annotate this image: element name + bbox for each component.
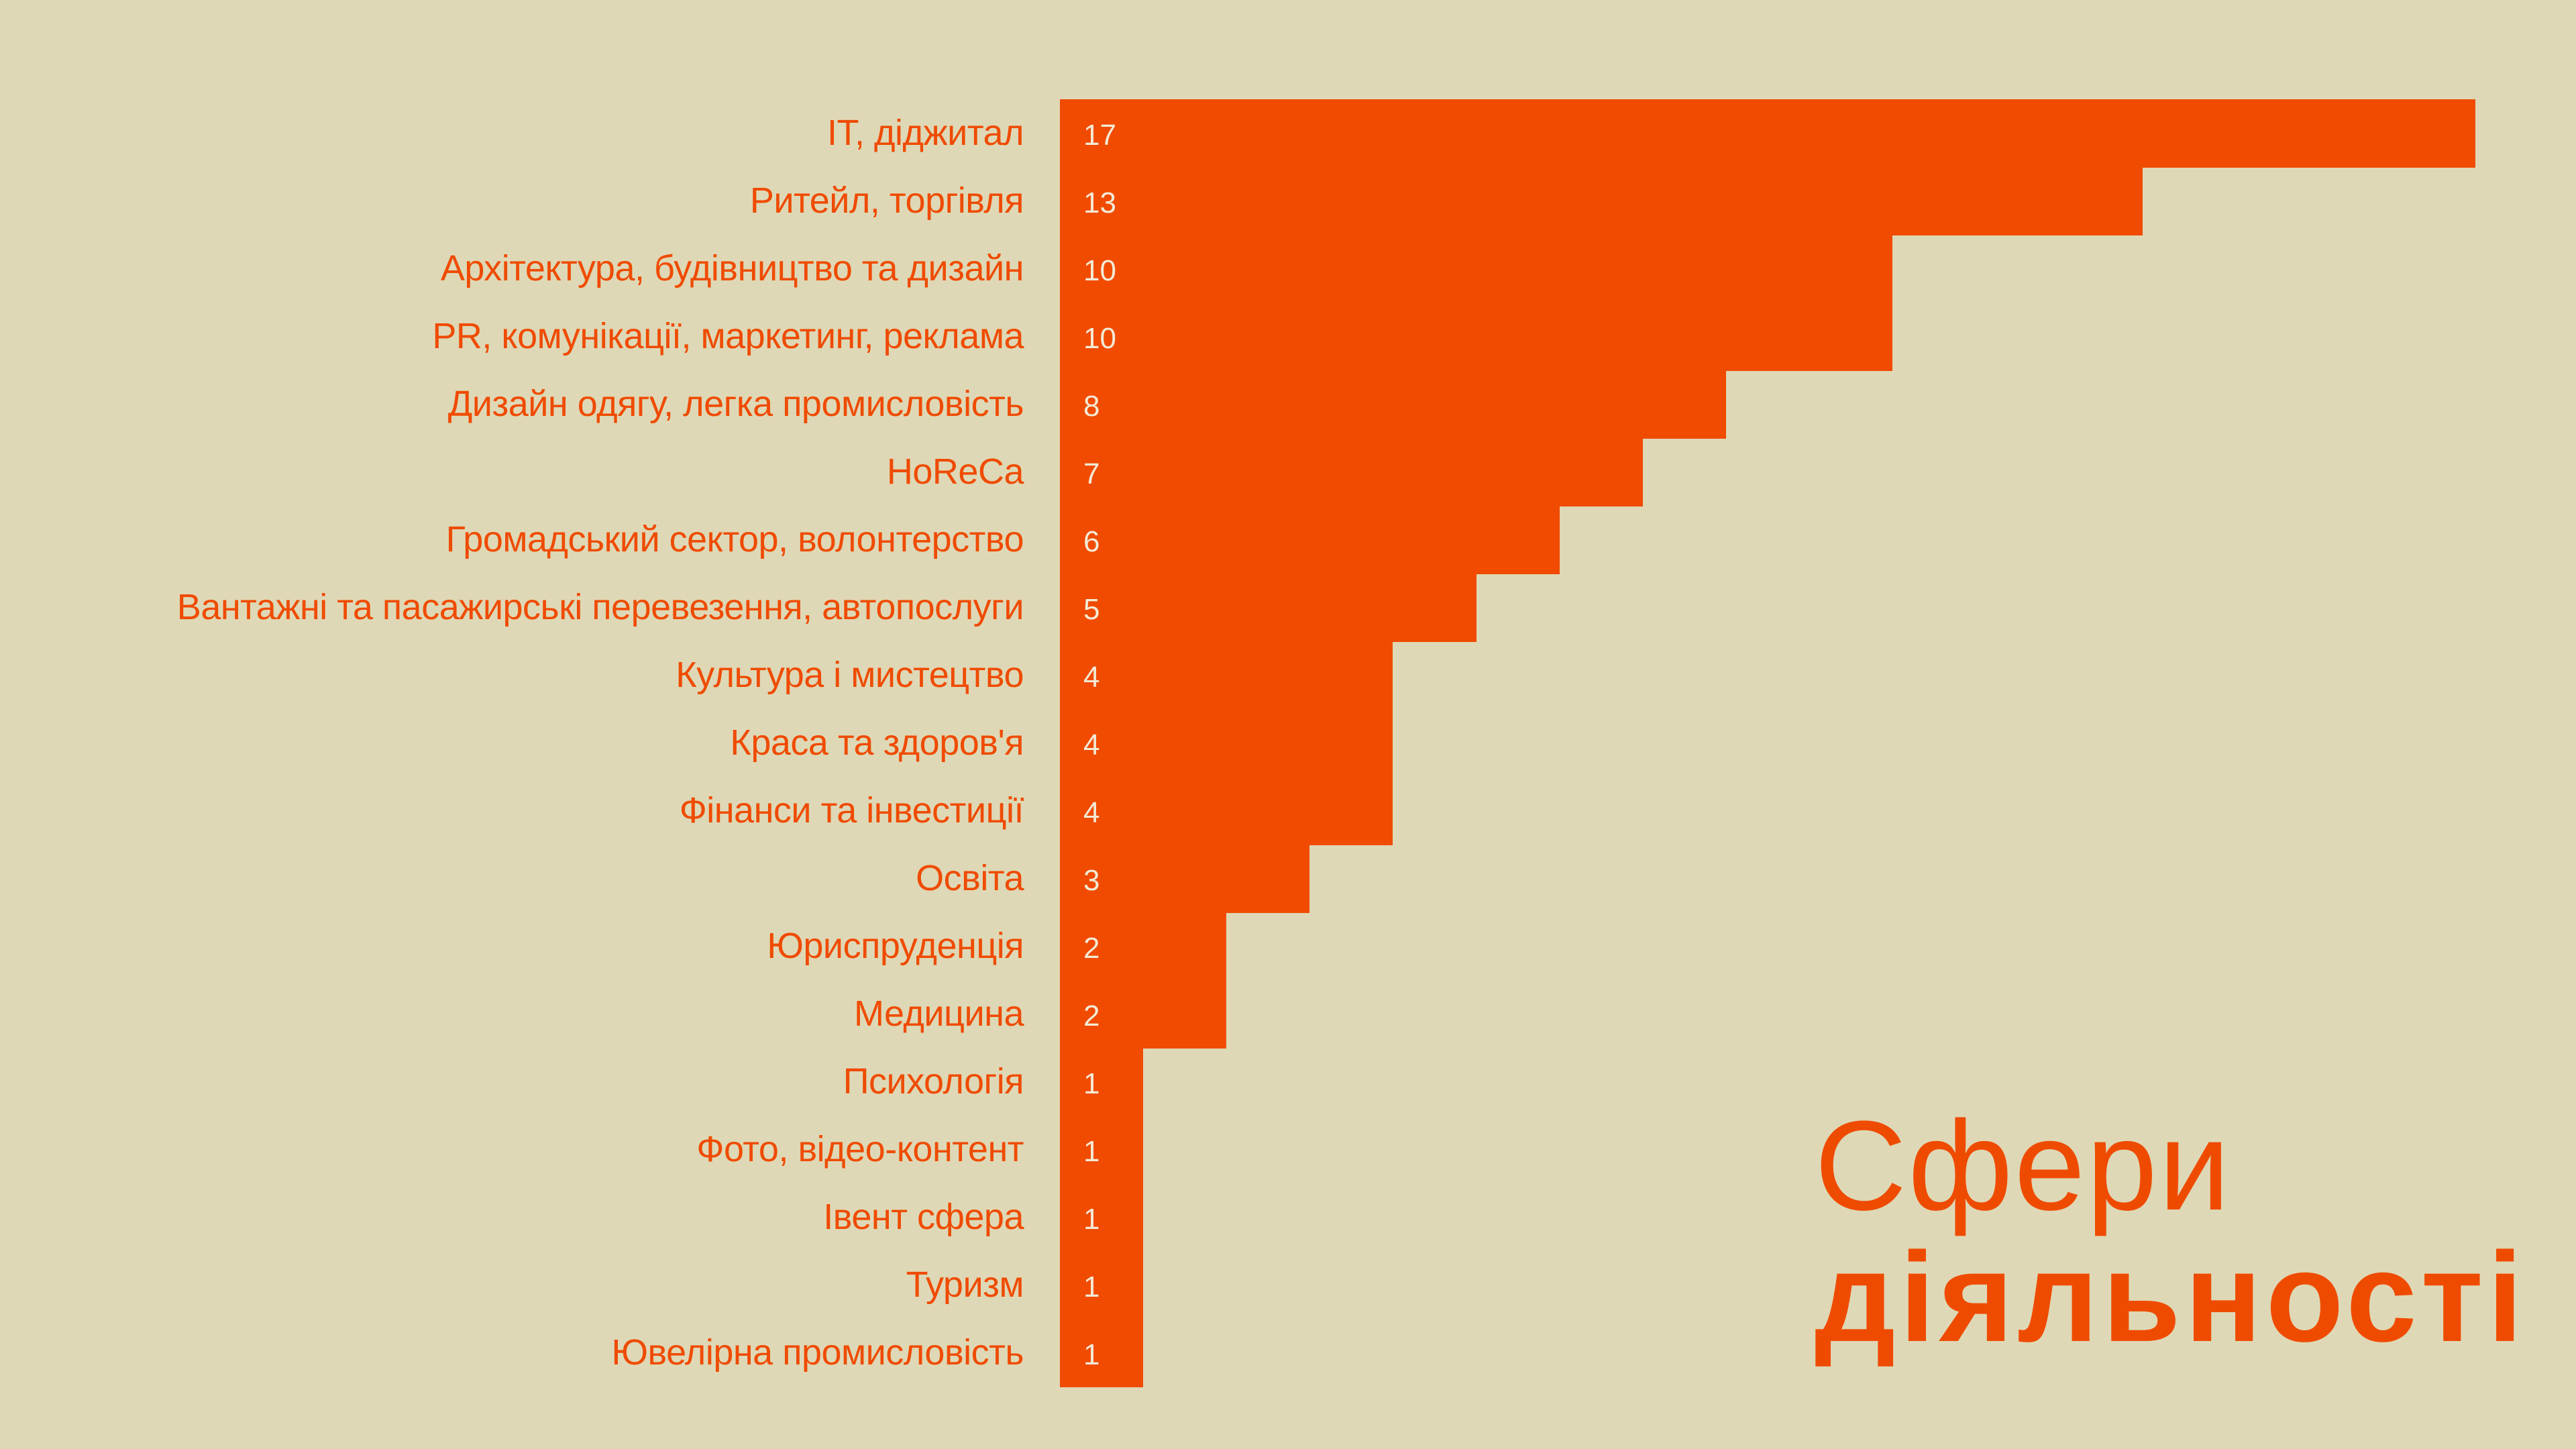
category-label: Фото, відео-контент bbox=[696, 1129, 1024, 1169]
bar bbox=[1060, 777, 1393, 845]
category-label: HoReCa bbox=[886, 451, 1024, 492]
value-label: 10 bbox=[1083, 322, 1116, 355]
category-label: Культура і мистецтво bbox=[676, 655, 1024, 695]
bar bbox=[1060, 912, 1227, 981]
value-label: 3 bbox=[1083, 864, 1100, 897]
category-label: Юриспруденція bbox=[767, 926, 1024, 966]
bar bbox=[1060, 1251, 1144, 1320]
value-label: 4 bbox=[1083, 729, 1100, 761]
value-label: 4 bbox=[1083, 661, 1100, 694]
category-label: Психологія bbox=[843, 1061, 1024, 1102]
category-label: IT, діджитал bbox=[827, 113, 1024, 153]
bar bbox=[1060, 845, 1310, 913]
bar bbox=[1060, 641, 1393, 710]
bar bbox=[1060, 506, 1560, 574]
bar bbox=[1060, 303, 1893, 371]
category-label: Фінанси та інвестиції bbox=[679, 790, 1024, 830]
value-label: 5 bbox=[1083, 593, 1100, 626]
category-label: Громадський сектор, волонтерство bbox=[445, 519, 1024, 559]
bar bbox=[1060, 709, 1393, 777]
category-label: Ювелірна промисловість bbox=[611, 1332, 1024, 1373]
value-label: 4 bbox=[1083, 796, 1100, 829]
category-label: Краса та здоров'я bbox=[730, 722, 1024, 763]
category-label: PR, комунікації, маркетинг, реклама bbox=[432, 316, 1024, 356]
value-label: 13 bbox=[1083, 186, 1116, 219]
chart-heading: Сфери діяльності bbox=[1815, 1100, 2527, 1363]
value-label: 6 bbox=[1083, 525, 1100, 558]
bar bbox=[1060, 438, 1643, 506]
value-label: 7 bbox=[1083, 458, 1100, 490]
category-label: Медицина bbox=[853, 994, 1024, 1034]
bar bbox=[1060, 980, 1227, 1049]
value-label: 1 bbox=[1083, 1135, 1100, 1168]
chart-heading-line1: Сфери bbox=[1815, 1095, 2232, 1237]
bar bbox=[1060, 370, 1726, 439]
chart-heading-line2: діяльності bbox=[1815, 1226, 2527, 1368]
category-label: Дизайн одягу, легка промисловість bbox=[447, 384, 1024, 424]
bar bbox=[1060, 167, 2143, 235]
category-label: Вантажні та пасажирські перевезення, авт… bbox=[176, 587, 1024, 627]
category-label: Івент сфера bbox=[823, 1197, 1024, 1237]
bar bbox=[1060, 1048, 1144, 1116]
bar bbox=[1060, 1319, 1144, 1387]
value-label: 1 bbox=[1083, 1271, 1100, 1303]
bar bbox=[1060, 99, 2475, 168]
value-label: 1 bbox=[1083, 1338, 1100, 1371]
bar bbox=[1060, 235, 1893, 303]
value-label: 1 bbox=[1083, 1067, 1100, 1100]
bar bbox=[1060, 1116, 1144, 1184]
bar bbox=[1060, 1183, 1144, 1252]
value-label: 10 bbox=[1083, 254, 1116, 287]
category-label: Туризм bbox=[906, 1265, 1024, 1305]
category-label: Освіта bbox=[916, 858, 1024, 898]
value-label: 8 bbox=[1083, 390, 1100, 423]
value-label: 2 bbox=[1083, 1000, 1100, 1032]
value-label: 2 bbox=[1083, 932, 1100, 965]
bar bbox=[1060, 574, 1477, 642]
value-label: 1 bbox=[1083, 1203, 1100, 1236]
category-label: Архітектура, будівництво та дизайн bbox=[440, 248, 1024, 288]
category-label: Ритейл, торгівля bbox=[749, 180, 1024, 221]
value-label: 17 bbox=[1083, 119, 1116, 152]
